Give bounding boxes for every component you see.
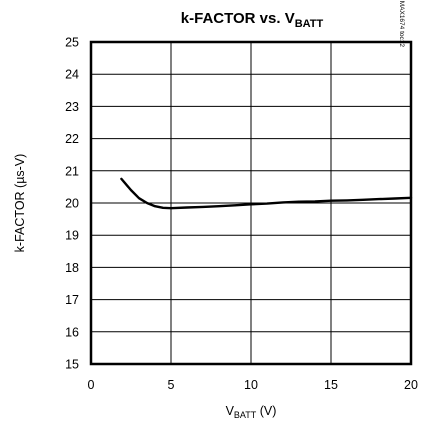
x-tick-label-0: 0 bbox=[88, 378, 95, 392]
x-tick-label-1: 5 bbox=[168, 378, 175, 392]
x-axis-label-unit: (V) bbox=[256, 404, 276, 418]
annotation-note: MAX1674 toc12 bbox=[398, 1, 405, 48]
y-tick-label-6: 21 bbox=[65, 164, 79, 178]
y-tick-label-1: 16 bbox=[65, 325, 79, 339]
chart-title-main: k-FACTOR vs. V bbox=[181, 10, 295, 27]
y-tick-label-0: 15 bbox=[65, 358, 79, 372]
chart-title: k-FACTOR vs. VBATT bbox=[181, 10, 324, 30]
x-tick-labels: 0 5 10 15 20 bbox=[88, 378, 418, 392]
y-tick-label-5: 20 bbox=[65, 197, 79, 211]
y-tick-labels: 15 16 17 18 19 20 21 22 23 24 25 bbox=[65, 36, 79, 372]
y-tick-label-2: 17 bbox=[65, 293, 79, 307]
x-axis-label-sub: BATT bbox=[234, 410, 257, 420]
y-tick-label-4: 19 bbox=[65, 229, 79, 243]
y-tick-label-10: 25 bbox=[65, 36, 79, 50]
plot-frame bbox=[89, 40, 413, 366]
y-tick-label-9: 24 bbox=[65, 68, 79, 82]
y-tick-label-3: 18 bbox=[65, 261, 79, 275]
y-tick-label-7: 22 bbox=[65, 132, 79, 146]
series-line bbox=[120, 177, 413, 210]
y-axis-label: k-FACTOR (µs-V) bbox=[13, 154, 27, 253]
x-tick-label-2: 10 bbox=[244, 378, 258, 392]
x-axis-label-main: V bbox=[226, 404, 235, 418]
x-tick-label-4: 20 bbox=[404, 378, 418, 392]
x-tick-label-3: 15 bbox=[324, 378, 338, 392]
x-axis-label: VBATT (V) bbox=[226, 404, 277, 420]
grid bbox=[90, 41, 412, 365]
y-tick-label-8: 23 bbox=[65, 100, 79, 114]
chart-title-sub: BATT bbox=[295, 18, 324, 30]
